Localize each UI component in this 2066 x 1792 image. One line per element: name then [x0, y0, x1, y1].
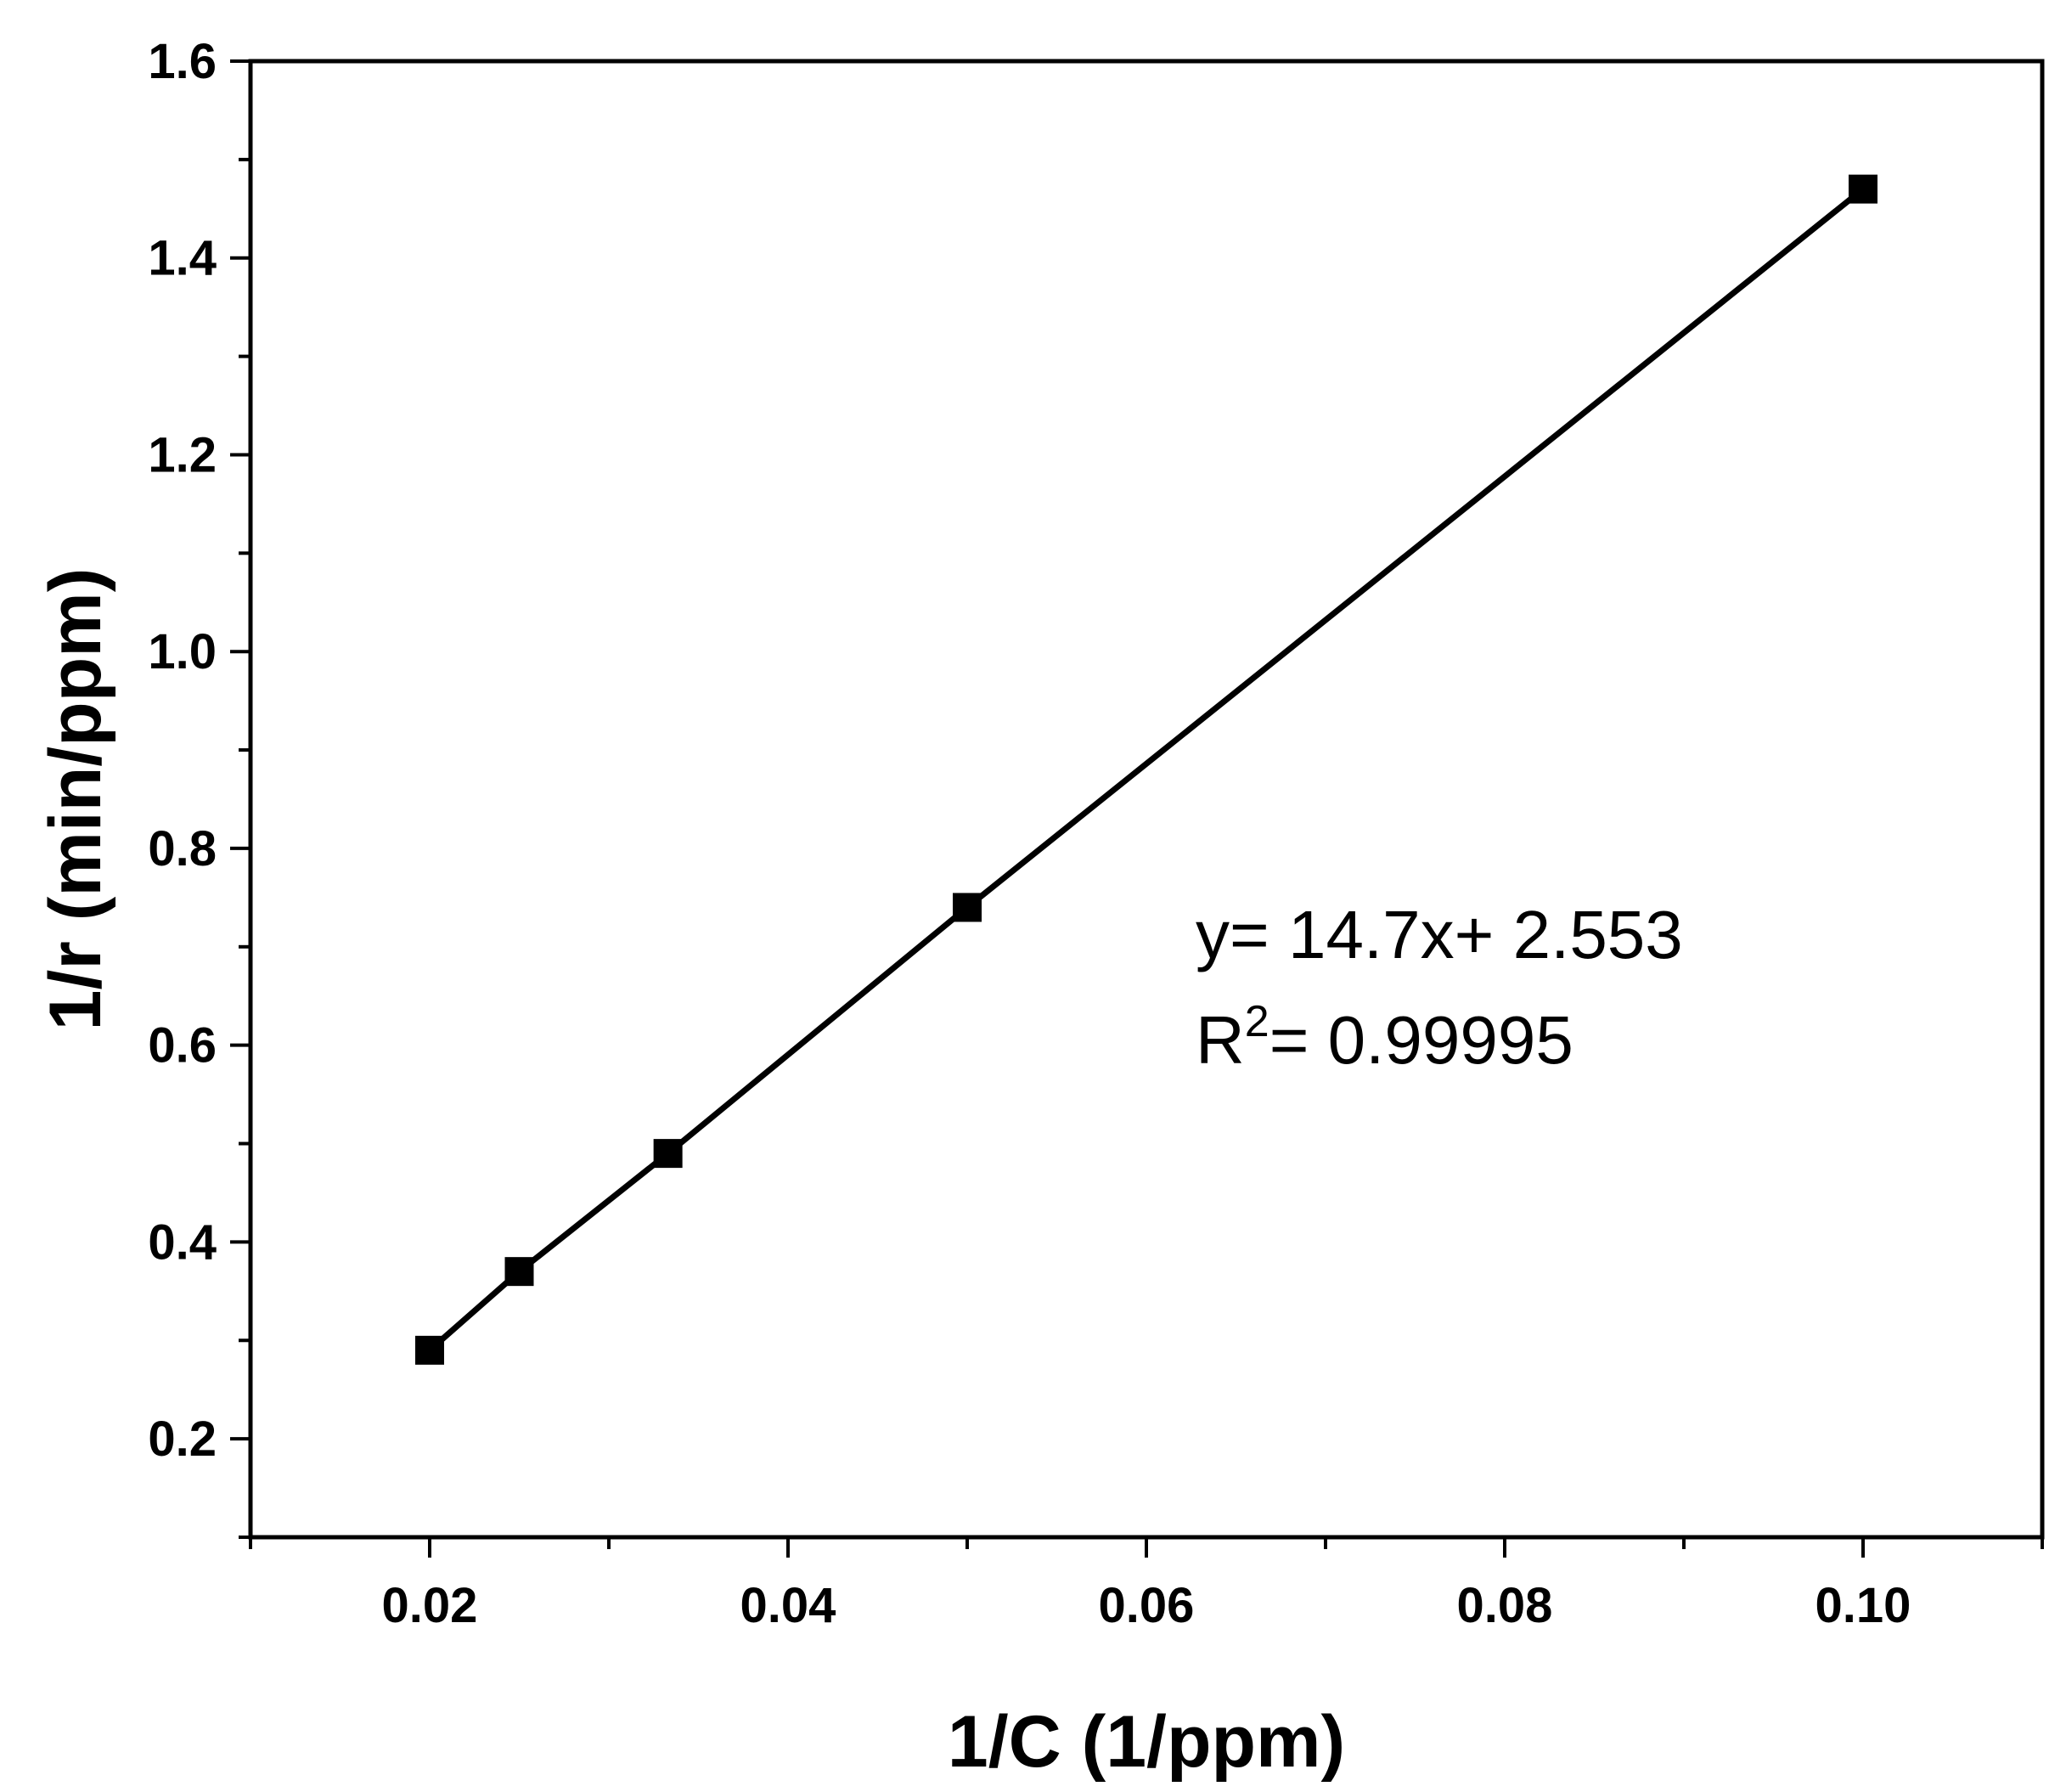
- series-line: [427, 186, 1866, 1353]
- x-tick-label: 0.08: [1457, 1578, 1553, 1633]
- series-layer: [415, 174, 1877, 1365]
- y-tick-label: 1.0: [148, 624, 217, 679]
- y-tick-label: 1.6: [148, 34, 217, 89]
- data-point-marker: [953, 893, 982, 922]
- y-axis-title: 1/r (min/ppm): [35, 568, 116, 1031]
- r-squared-annotation: R2= 0.99995: [1196, 997, 1573, 1078]
- x-tick-label: 0.10: [1815, 1578, 1911, 1633]
- data-point-marker: [504, 1257, 534, 1287]
- equation-annotation: y= 14.7x+ 2.553: [1196, 897, 1683, 972]
- data-point-marker: [1849, 174, 1877, 204]
- x-tick-label: 0.06: [1099, 1578, 1195, 1633]
- y-tick-label: 0.8: [148, 821, 217, 876]
- x-axis: 0.02 0.04 0.06 0.08 0.10: [249, 1537, 2044, 1633]
- data-point-marker: [415, 1335, 444, 1365]
- x-axis-title: 1/C (1/ppm): [948, 1701, 1345, 1783]
- y-tick-label: 0.2: [148, 1412, 217, 1467]
- plot-frame: [248, 59, 2045, 1540]
- y-axis: 0.2 0.4 0.6 0.8 1.0 1.2 1.4 1.6: [148, 34, 251, 1539]
- y-tick-label: 1.4: [148, 231, 217, 286]
- r-squared-prefix: R: [1196, 1002, 1245, 1078]
- x-tick-label: 0.04: [740, 1578, 836, 1633]
- y-tick-label: 0.6: [148, 1018, 217, 1074]
- x-tick-label: 0.02: [382, 1578, 478, 1633]
- r-squared-superscript: 2: [1245, 997, 1269, 1046]
- r-squared-value: = 0.99995: [1269, 1002, 1573, 1078]
- y-tick-label: 0.4: [148, 1214, 217, 1270]
- data-point-marker: [653, 1139, 683, 1169]
- y-tick-label: 1.2: [148, 427, 217, 482]
